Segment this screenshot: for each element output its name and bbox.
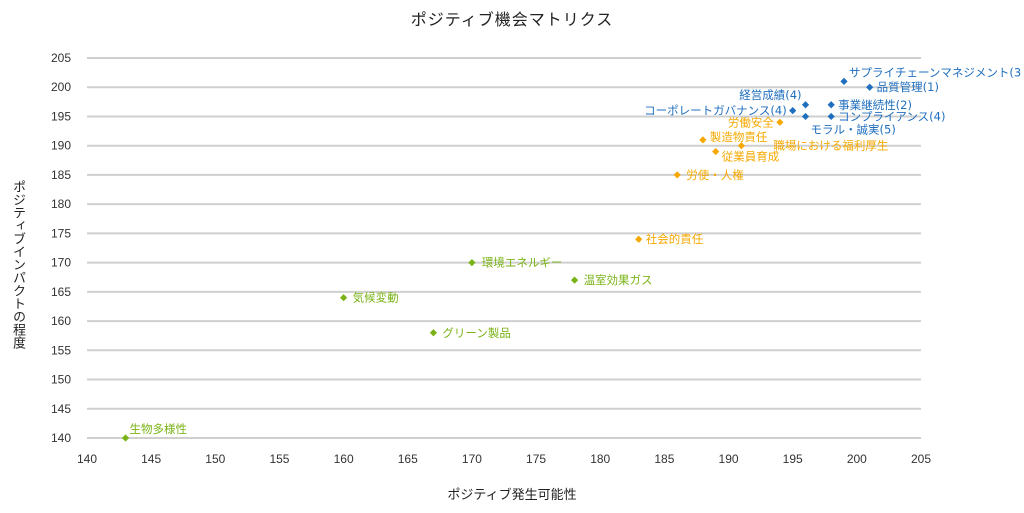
data-point-marker [801,101,810,109]
data-point-marker [429,329,438,337]
y-tick-label: 170 [51,256,71,270]
data-point-label: 気候変動 [353,291,399,305]
y-tick-label: 205 [51,51,71,65]
data-point-label: モラル・誠実(5) [811,122,896,136]
data-point-label: 従業員育成 [722,150,780,164]
x-tick-label: 180 [590,452,610,466]
data-point-marker [340,294,348,302]
data-point-marker [570,276,579,284]
data-point-label: 品質管理(1) [877,80,939,94]
data-point-label: コーポレートガバナンス(4) [644,104,787,118]
grid-lines [87,57,921,439]
data-point-marker [827,101,835,109]
data-point-label: 経営成績(4) [739,88,801,102]
data-point-marker [776,118,784,126]
data-point-marker [121,434,130,442]
x-tick-label: 175 [526,452,546,466]
y-tick-label: 195 [51,109,71,123]
data-point-marker [635,235,643,243]
data-point-label: 職場における福利厚生 [773,139,888,153]
data-point-label: コンプライアンス(4) [838,109,945,123]
data-point-label: グリーン製品 [442,326,510,340]
x-tick-label: 160 [334,452,354,466]
y-tick-label: 140 [51,431,71,445]
data-point-marker [789,107,797,115]
data-point-marker [712,147,720,156]
x-tick-label: 200 [847,452,867,466]
x-axis-ticks: 140 145 150 155 160 165 170 175 180 185 190 195 200 2… [77,452,931,466]
data-point-label: 生物多様性 [129,422,187,436]
x-tick-label: 165 [398,452,418,466]
data-point-marker [673,171,681,179]
x-tick-label: 140 [77,452,97,466]
y-tick-label: 145 [51,402,71,416]
y-tick-label: 200 [51,80,71,94]
data-point-marker [737,142,745,150]
y-tick-label: 175 [51,226,71,240]
data-point-label: サプライチェーンマネジメント(3 [849,65,1021,79]
y-tick-label: 185 [51,168,71,182]
x-tick-label: 205 [911,452,931,466]
y-tick-label: 180 [51,197,71,211]
data-point-label: 事業継続性(2) [838,98,912,112]
x-tick-label: 190 [719,452,739,466]
data-point-label: 製造物責任 [710,130,768,144]
y-tick-label: 160 [51,314,71,328]
data-point-label: 労働安全 [728,115,774,129]
data-point-marker [699,136,707,144]
y-tick-label: 165 [51,285,71,299]
x-tick-label: 150 [205,452,225,466]
data-point-label: 社会的責任 [646,232,704,246]
data-point-marker [468,259,476,267]
x-tick-label: 145 [141,452,161,466]
data-point-marker [840,77,848,85]
x-axis-label: ポジティブ発生可能性 [447,488,577,503]
y-axis-ticks: 140 145 150 155 160 165 170 175 180 185 190 195 200 2… [51,51,71,445]
x-tick-label: 155 [269,452,289,466]
y-tick-label: 155 [51,343,71,357]
data-point-label: 環境エネルギー [482,256,563,270]
x-tick-label: 185 [654,452,674,466]
chart-title: ポジティブ機会マトリクス [410,10,614,29]
y-tick-label: 150 [51,373,71,387]
data-point-marker [801,112,810,121]
y-tick-label: 190 [51,139,71,153]
data-point-marker [827,112,835,121]
x-tick-label: 170 [462,452,482,466]
data-point-label: 温室効果ガス [584,273,653,287]
y-axis-label: ポジティブインパクトの程度 [10,180,25,349]
data-point-marker [866,83,874,91]
x-tick-label: 195 [783,452,803,466]
data-point-label: 労使・人権 [686,168,744,182]
